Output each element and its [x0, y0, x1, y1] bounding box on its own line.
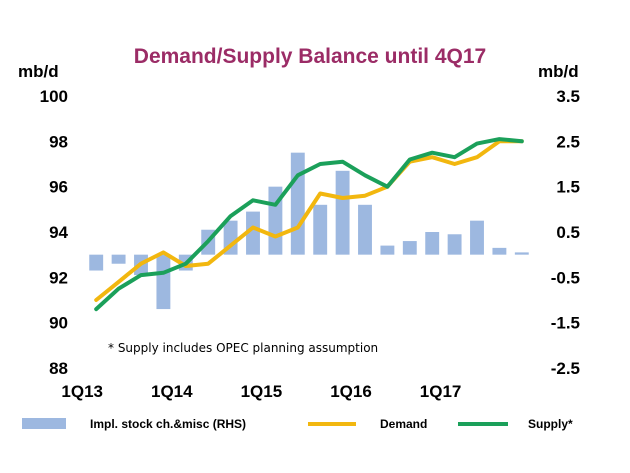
legend-label-stock-change: Impl. stock ch.&misc (RHS) [90, 417, 246, 431]
left-tick-label: 90 [49, 314, 68, 333]
left-tick-label: 96 [49, 178, 68, 197]
right-tick-label: -2.5 [551, 359, 580, 378]
left-tick-label: 98 [49, 132, 68, 151]
x-tick-label: 1Q13 [61, 382, 103, 401]
demand-supply-lines [94, 137, 524, 312]
right-tick-label: -0.5 [551, 268, 580, 287]
stock-change-bar [313, 204, 328, 255]
right-axis-ticks: 3.5 2.5 1.5 0.5 -0.5 -1.5 -2.5 [551, 87, 580, 378]
stock-change-bar [447, 234, 462, 255]
left-tick-label: 88 [49, 359, 68, 378]
x-tick-label: 1Q15 [241, 382, 283, 401]
right-tick-label: -1.5 [551, 314, 580, 333]
x-tick-label: 1Q16 [330, 382, 372, 401]
stock-change-bar [335, 170, 350, 255]
right-axis-unit: mb/d [538, 62, 579, 81]
stock-change-bar [358, 204, 372, 255]
legend-swatch-stock-change [22, 418, 66, 429]
left-tick-label: 92 [49, 268, 68, 287]
stock-change-bar [380, 245, 395, 255]
stock-change-bar [246, 211, 260, 255]
stock-change-bar [470, 220, 484, 255]
left-axis-ticks: 100 98 96 94 92 90 88 [40, 87, 69, 378]
stock-change-bar [156, 254, 171, 310]
stock-change-bar [290, 152, 305, 255]
stock-change-bar [402, 241, 417, 255]
supply-line [94, 137, 524, 312]
supply-footnote: * Supply includes OPEC planning assumpti… [108, 341, 378, 355]
legend-label-demand: Demand [380, 417, 427, 431]
right-tick-label: 1.5 [556, 178, 580, 197]
stock-change-bar [425, 232, 440, 255]
stock-change-bar [89, 254, 104, 271]
legend: Impl. stock ch.&misc (RHS) Demand Supply… [22, 417, 573, 431]
right-tick-label: 2.5 [556, 132, 580, 151]
stock-change-bar [492, 247, 507, 255]
stock-change-bars [89, 152, 529, 310]
right-tick-label: 0.5 [556, 223, 580, 242]
legend-label-supply: Supply* [528, 417, 573, 431]
stock-change-bar [514, 252, 529, 255]
x-axis-ticks: 1Q13 1Q14 1Q15 1Q16 1Q17 [61, 382, 461, 401]
right-tick-label: 3.5 [556, 87, 580, 106]
left-axis-unit: mb/d [18, 62, 59, 81]
stock-change-bar [111, 254, 126, 264]
left-tick-label: 100 [40, 87, 68, 106]
demand-line [94, 139, 524, 302]
x-tick-label: 1Q17 [420, 382, 462, 401]
x-tick-label: 1Q14 [151, 382, 193, 401]
left-tick-label: 94 [49, 223, 68, 242]
chart-title: Demand/Supply Balance until 4Q17 [134, 45, 486, 68]
